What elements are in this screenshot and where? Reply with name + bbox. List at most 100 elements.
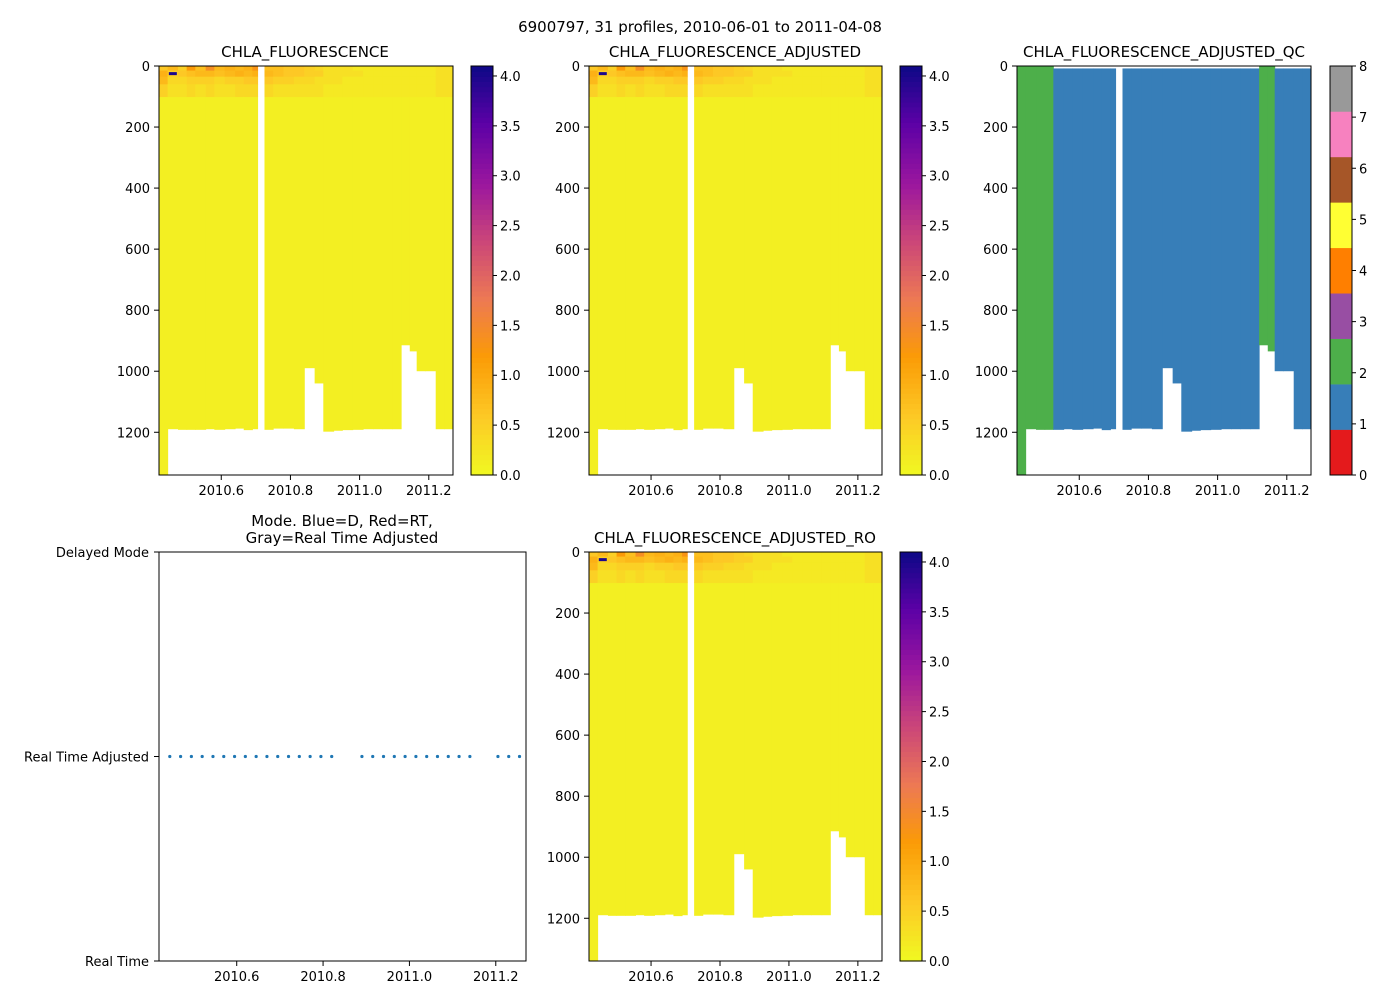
heatmap-cell [352, 70, 364, 78]
heatmap-cell [682, 66, 688, 72]
heatmap-cell [733, 556, 745, 564]
colorbar-segment [900, 454, 922, 461]
heatmap-cell [178, 66, 188, 72]
heatmap-cell [792, 70, 804, 78]
colorbar-segment [471, 393, 493, 399]
heatmap-cell [838, 70, 847, 78]
heatmap-cell [392, 96, 402, 430]
colorbar-segment [900, 889, 922, 896]
heatmap-cell [771, 84, 783, 98]
colorbar-segment [471, 224, 493, 231]
qc-cell [1053, 68, 1065, 430]
colorbar-segment [900, 792, 922, 798]
colorbar-segment [900, 173, 922, 180]
panel-chla-ro: CHLA_FLUORESCENCE_ADJUSTED_RO 2010.6 2010… [547, 529, 950, 985]
colorbar-tick-label: 1.5 [929, 319, 950, 334]
mode-point [297, 754, 301, 759]
y-tick-label: 1200 [547, 426, 580, 441]
colorbar-segment [471, 147, 493, 154]
x-tick-label: 2011.0 [1195, 484, 1241, 499]
colorbar-segment [471, 270, 493, 277]
heatmap-cell [864, 556, 874, 564]
heatmap-cell [752, 70, 764, 78]
colorbar-segment [900, 950, 922, 957]
heatmap-cell [304, 84, 316, 98]
heatmap-cell [873, 84, 883, 98]
heatmap-cell [224, 70, 236, 78]
heatmap-cell [654, 570, 666, 584]
colorbar-segment [900, 198, 922, 205]
heatmap-cell [694, 96, 704, 430]
heatmap-cell [673, 556, 683, 564]
panel-chla-heatmap [159, 66, 454, 475]
heatmap-cell [195, 76, 207, 85]
colorbar-tick-label: 5 [1359, 213, 1367, 228]
heatmap-cell [713, 76, 724, 85]
heatmap-cell [205, 66, 215, 72]
heatmap-cell [159, 84, 169, 98]
colorbar-segment [900, 296, 922, 302]
heatmap-cell [589, 70, 599, 78]
colorbar-segment [471, 173, 493, 180]
colorbar-segment [471, 122, 493, 128]
colorbar-segment [900, 613, 922, 620]
heatmap-cell [654, 84, 666, 98]
heatmap-cell [264, 76, 274, 85]
colorbar-segment [471, 362, 493, 369]
heatmap-cell [864, 76, 874, 85]
x-tick-label: 2010.8 [300, 970, 346, 985]
y-tick-label: 1200 [547, 912, 580, 927]
heatmap-cell [243, 84, 253, 98]
qc-cell [1082, 68, 1094, 430]
heatmap-cell [673, 562, 683, 571]
heatmap-cell [854, 570, 866, 584]
colorbar-segment [900, 741, 922, 747]
colorbar-segment [900, 152, 922, 159]
colorbar-segment [900, 377, 922, 384]
heatmap-cell [444, 66, 454, 72]
heatmap-cell [283, 96, 295, 429]
colorbar-segment [471, 342, 493, 348]
colorbar-segment [900, 572, 922, 579]
qc-cell [1072, 68, 1084, 430]
qc-cell [1162, 68, 1174, 369]
y-tick-label: 0 [142, 60, 150, 75]
colorbar-segment [900, 736, 922, 742]
heatmap-cell [752, 96, 764, 432]
qc-cell [1274, 68, 1284, 372]
heatmap-cell [323, 76, 335, 85]
heatmap-cell [597, 96, 609, 430]
heatmap-cell [635, 552, 645, 558]
colorbar-segment [900, 91, 922, 98]
heatmap-cell [224, 76, 236, 85]
y-tick-label: Real Time Adjusted [24, 751, 149, 766]
colorbar-segment [900, 86, 922, 93]
heatmap-cell [782, 582, 793, 916]
heatmap-cell [771, 562, 783, 571]
heatmap-cell [763, 70, 773, 78]
heatmap-cell [792, 552, 804, 558]
qc-colorbar-segment [1330, 156, 1352, 203]
heatmap-cell [771, 552, 783, 558]
heatmap-cell [373, 66, 383, 72]
colorbar-segment [900, 909, 922, 916]
colorbar-segment [900, 423, 922, 430]
qc-cell [1231, 68, 1241, 430]
colorbar-segment [471, 209, 493, 215]
heatmap-cell [802, 96, 812, 430]
y-tick-label: 800 [555, 790, 580, 805]
heatmap-cell [838, 76, 847, 85]
heatmap-cell [304, 76, 316, 85]
colorbar-segment [900, 316, 922, 323]
colorbar-segment [471, 219, 493, 226]
colorbar-segment [471, 117, 493, 123]
heatmap-cell [435, 84, 445, 98]
qc-cell [1210, 68, 1222, 430]
heatmap-cell [186, 76, 196, 85]
panel-chla-colorbar: 0.0 0.5 1.0 1.5 2.0 2.5 3.0 3.5 4.0 [470, 65, 521, 484]
colorbar-segment [900, 751, 922, 758]
heatmap-cell [654, 582, 666, 916]
heatmap-cell [723, 556, 735, 564]
heatmap-cell [444, 76, 454, 85]
